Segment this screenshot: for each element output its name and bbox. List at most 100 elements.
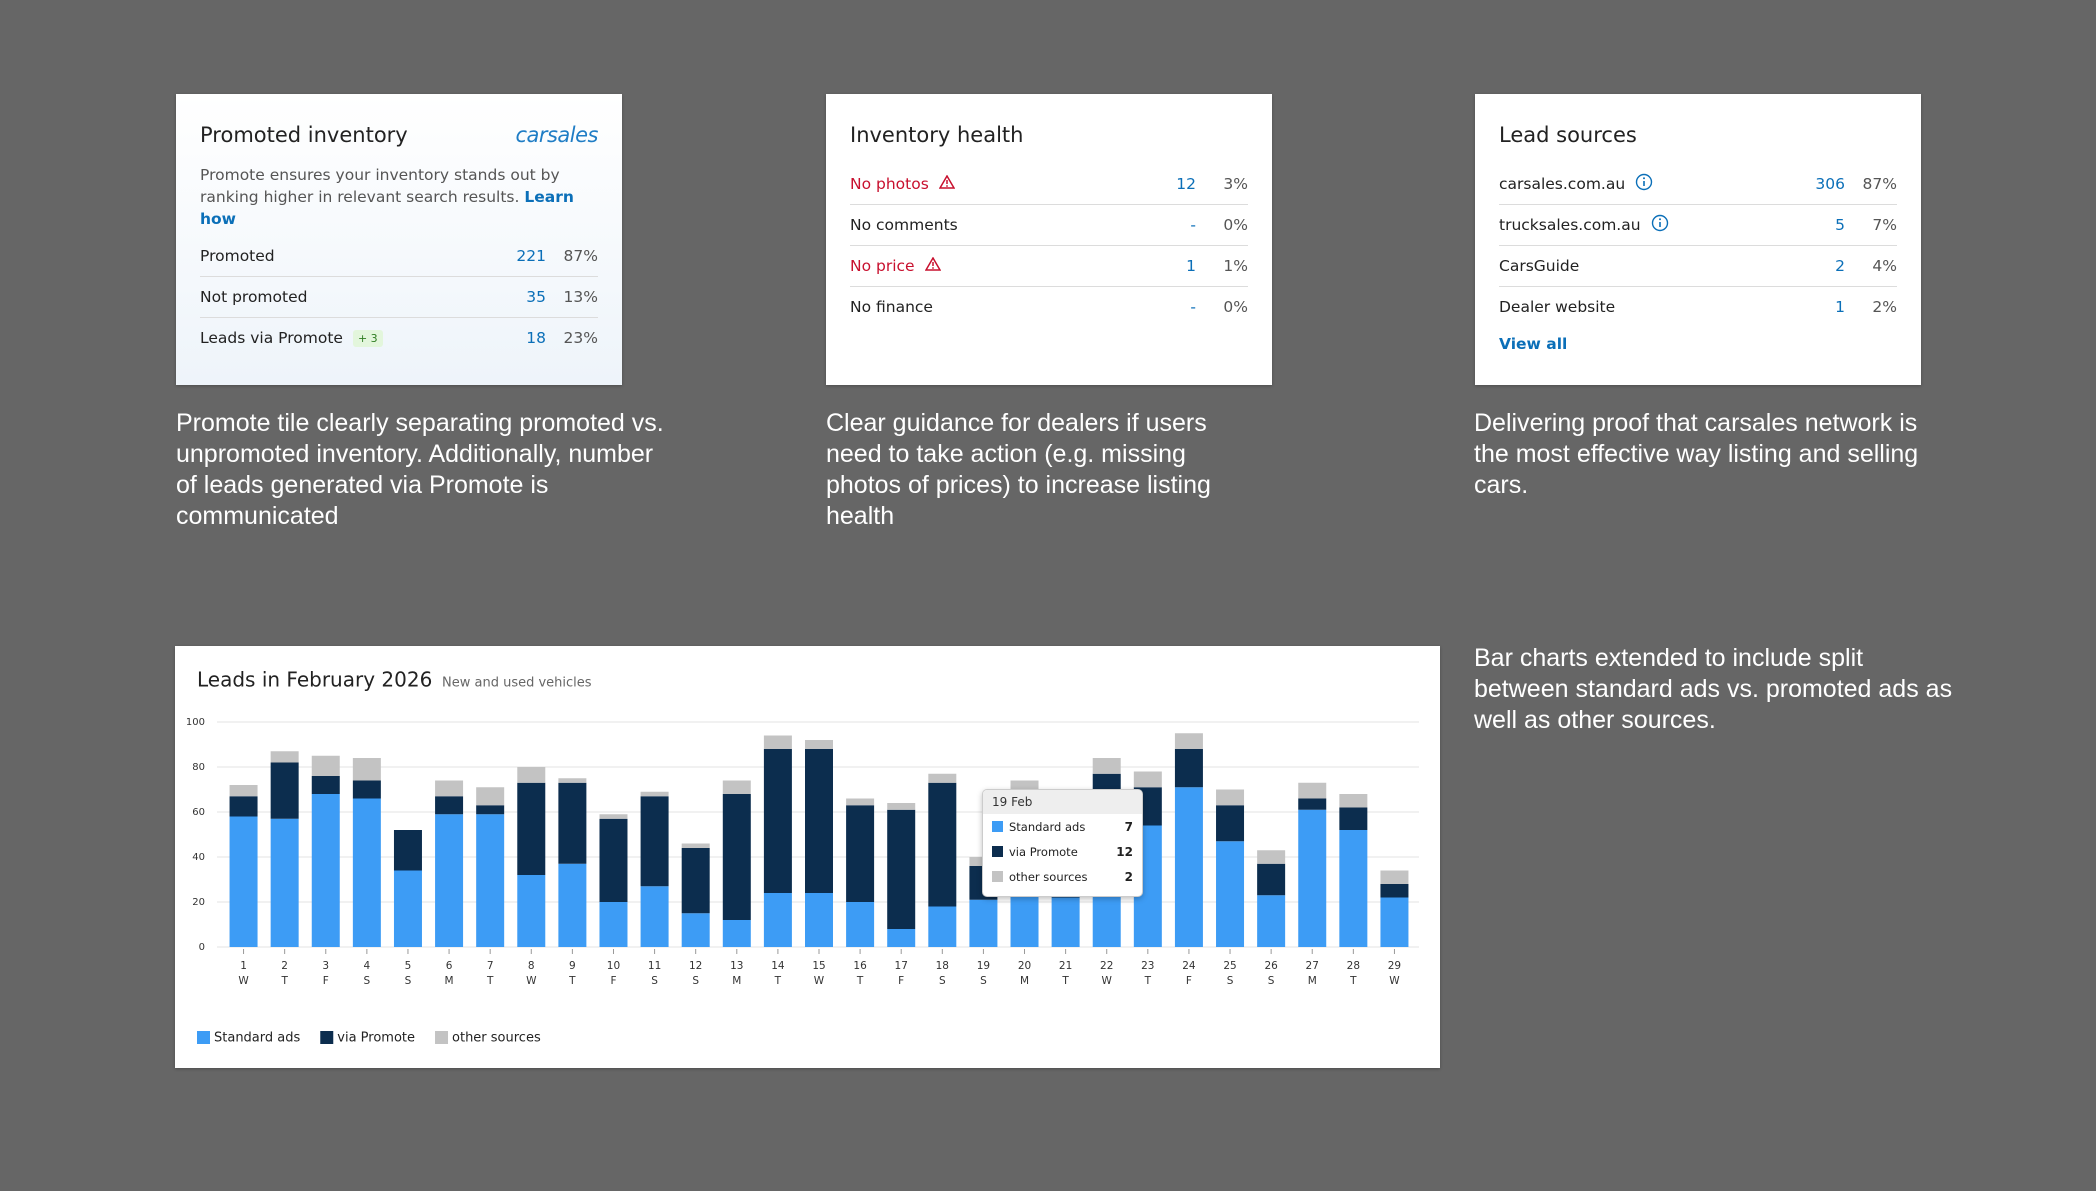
row-value: 2 — [1835, 257, 1845, 275]
tooltip-name: Standard ads — [1009, 819, 1086, 834]
x-tick-label: 2 — [281, 960, 288, 972]
bar-segment — [1092, 890, 1121, 947]
row-value: - — [1190, 216, 1196, 234]
tooltip-name: other sources — [1009, 869, 1088, 884]
description-text: Promote ensures your inventory stands ou… — [200, 166, 560, 206]
row-value: - — [1190, 298, 1196, 316]
x-tick-label: 8 — [528, 960, 535, 972]
card-title: Inventory health — [850, 123, 1024, 147]
bar-segment — [928, 773, 957, 783]
y-tick-label: 40 — [192, 852, 205, 863]
bar-segment — [1298, 782, 1327, 799]
row-value: 12 — [1176, 175, 1196, 193]
row-label: Not promoted — [200, 288, 486, 306]
bar-segment — [476, 814, 505, 947]
x-tick-label: 11 — [648, 960, 661, 972]
row-value: 306 — [1815, 175, 1845, 193]
rows: carsales.com.au 306 87% trucksales.com.au 5 7… — [1499, 164, 1897, 327]
x-tick-label: 17 — [895, 960, 908, 972]
x-tick-weekday: M — [1020, 975, 1029, 987]
row-label: Dealer website — [1499, 298, 1785, 316]
row: No comments - 0% — [850, 205, 1248, 246]
row-value: 221 — [516, 247, 546, 265]
row: Leads via Promote + 3 18 23% — [200, 318, 598, 358]
x-tick-weekday: F — [1186, 975, 1192, 987]
logo: carsales — [515, 123, 598, 147]
bar-segment — [558, 778, 587, 783]
bar-segment — [393, 870, 422, 947]
x-tick-weekday: S — [980, 975, 987, 987]
bar-segment — [270, 762, 299, 819]
x-tick-label: 18 — [936, 960, 949, 972]
bar-segment — [805, 740, 833, 749]
bar-segment — [311, 776, 340, 794]
badge: + 3 — [352, 329, 383, 347]
bar-segment — [599, 818, 628, 902]
legend-label: Standard ads — [214, 1031, 300, 1046]
x-tick-label: 13 — [730, 960, 743, 972]
bar-segment — [517, 782, 546, 875]
rows: No photos 12 3% No comments -0% No price 1 1% No… — [850, 164, 1248, 327]
x-tick-label: 10 — [607, 960, 620, 972]
learn-link[interactable]: Learn how — [200, 188, 574, 228]
bar-segment — [229, 816, 258, 947]
label-text: trucksales.com.au — [1499, 216, 1641, 234]
caption: Clear guidance for dealers if users need… — [826, 409, 1211, 530]
bar-segment — [311, 755, 340, 776]
label-text: Dealer website — [1499, 298, 1616, 316]
x-tick-weekday: W — [1389, 975, 1400, 987]
bar-segment — [476, 805, 505, 815]
bar-segment — [1010, 780, 1039, 790]
x-tick-weekday: S — [364, 975, 371, 987]
row: trucksales.com.au 5 7% — [1499, 205, 1897, 246]
bar-segment — [435, 814, 464, 947]
x-tick-weekday: T — [1349, 975, 1357, 987]
bar-segment — [1051, 897, 1080, 947]
x-tick-label: 28 — [1347, 960, 1360, 972]
x-tick-label: 5 — [405, 960, 412, 972]
x-tick-label: 23 — [1141, 960, 1154, 972]
x-tick-label: 14 — [771, 960, 785, 972]
warning-glyph — [938, 174, 956, 189]
label-text: No photos — [850, 175, 929, 193]
label-text: Leads via Promote — [200, 329, 343, 347]
bar-segment — [1257, 895, 1286, 947]
inventory-health-card: Inventory health No photos 12 3% No comment… — [826, 94, 1272, 385]
bar-segment — [270, 818, 299, 947]
bar-segment — [1174, 733, 1203, 749]
y-tick-label: 80 — [192, 762, 205, 773]
label-text: carsales.com.au — [1499, 175, 1626, 193]
x-tick-label: 24 — [1182, 960, 1196, 972]
bar-segment — [722, 794, 751, 920]
promoted-inventory-card: Promoted inventory carsales Promote ensu… — [176, 94, 622, 385]
row: Promoted 221 87% — [200, 236, 598, 277]
row-share: 23% — [563, 329, 598, 347]
bar-segment — [435, 796, 464, 815]
warning-icon — [938, 174, 956, 193]
legend-swatch — [435, 1031, 449, 1044]
row-value: 35 — [526, 288, 546, 306]
bar-segment — [763, 893, 792, 947]
bar-segment — [1339, 807, 1368, 830]
bar-segment — [846, 902, 875, 947]
bar-segment — [1339, 830, 1368, 947]
x-tick-weekday: T — [1061, 975, 1069, 987]
bar-segment — [681, 913, 710, 947]
x-tick-label: 21 — [1059, 960, 1072, 972]
bar-segment — [640, 791, 669, 797]
bar-segment — [1257, 850, 1286, 864]
label-text: No price — [850, 257, 915, 275]
view-all-link[interactable]: View all — [1499, 335, 1568, 353]
bar-segment — [640, 796, 669, 887]
x-tick-weekday: W — [238, 975, 249, 987]
row-share: 87% — [1862, 175, 1897, 193]
x-tick-weekday: T — [486, 975, 494, 987]
x-tick-weekday: S — [939, 975, 946, 987]
bar-segment — [805, 893, 833, 947]
x-tick-label: 1 — [240, 960, 247, 972]
bar-segment — [887, 809, 916, 929]
info-icon — [1651, 214, 1669, 236]
row-label: Promoted — [200, 247, 486, 265]
x-tick-weekday: T — [1144, 975, 1152, 987]
row: CarsGuide 2 4% — [1499, 246, 1897, 287]
